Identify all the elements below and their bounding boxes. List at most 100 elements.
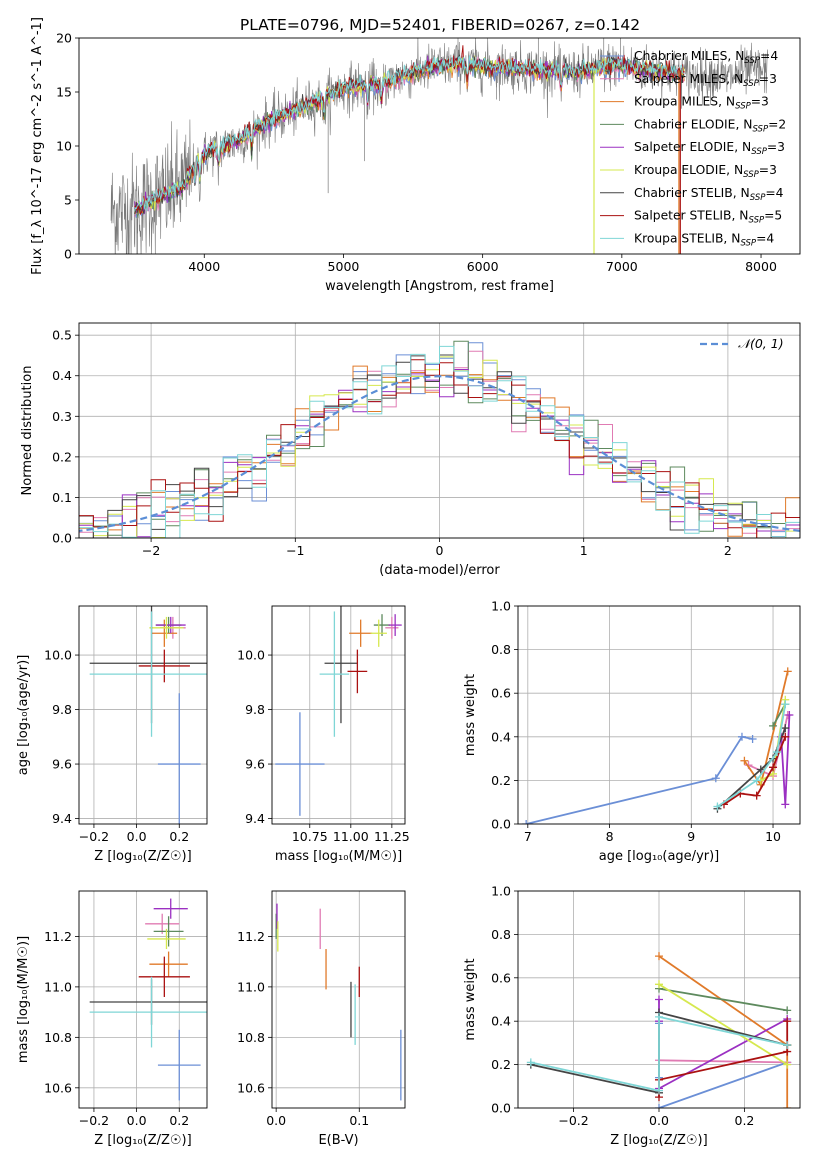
series-marker-kroupa_stelib [655, 1086, 663, 1095]
histogram-salpeter_stelib [79, 359, 800, 538]
y-axis-label: mass [log₁₀(M/M☉)] [16, 936, 31, 1063]
legend-subscript: SSP [740, 238, 756, 248]
axes-frame [517, 890, 801, 1109]
legend-subscript: SSP [743, 170, 759, 180]
legend-text: Salpeter MILES, N [634, 72, 743, 86]
y-tick-label: 9.6 [245, 757, 265, 772]
series-marker-kroupa_stelib [526, 1058, 535, 1067]
series-marker-chabrier_miles [655, 1104, 663, 1108]
y-tick-label: 0.3 [52, 409, 72, 424]
legend-subscript: SSP [750, 193, 766, 203]
series-marker-kroupa_stelib [655, 1012, 663, 1021]
panel-age_vs_mass: 10.75 11.00 11.25 9.4 9.6 9.8 10.0 mass [log₁₀(… [237, 605, 410, 864]
y-tick-label: 0.2 [52, 449, 72, 464]
panel-mass_weight_vs_Z: −0.2 0.0 0.2 0.0 0.2 0.4 0.6 0.8 1.0 Z [log₁₀(Z/Z… [463, 884, 801, 1148]
legend-subscript: SSP [744, 56, 760, 66]
x-tick-label: 0.2 [169, 829, 189, 844]
x-tick-label: 10 [765, 829, 781, 844]
legend-suffix: =4 [765, 186, 783, 200]
x-tick-label: 4000 [188, 259, 220, 274]
series-marker-kroupa_stelib [713, 802, 722, 811]
plot-area [522, 667, 794, 824]
legend-text: Chabrier STELIB, N [634, 186, 750, 200]
series-marker-salpeter_stelib [769, 763, 778, 772]
legend-text: Kroupa STELIB, N [634, 231, 740, 245]
y-axis-label: Flux [f_λ 10^-17 erg cm^-2 s^-1 A^-1] [30, 17, 45, 275]
series-marker-chabrier_miles [522, 820, 531, 824]
x-tick-label: 0.1 [349, 1113, 369, 1128]
y-axis-label: mass weight [463, 674, 478, 756]
y-tick-label: 0.0 [491, 1101, 511, 1116]
series-marker-kroupa_miles [783, 667, 792, 676]
series-line-kroupa_stelib [716, 703, 787, 808]
x-tick-label: 6000 [467, 259, 499, 274]
legend-subscript: SSP [751, 147, 767, 157]
legend-subscript: SSP [743, 79, 759, 89]
legend-label: 𝒩(0, 1) [738, 336, 784, 351]
legend-label: Kroupa ELODIE, NSSP=3 [634, 163, 777, 180]
series-marker-chabrier_miles [737, 732, 746, 741]
x-axis-label: Z [log₁₀(Z/Z☉)] [610, 1133, 707, 1148]
y-tick-label: 10.6 [237, 1080, 265, 1095]
series-line-salpeter_elodie [658, 1018, 788, 1090]
legend-suffix: =4 [756, 231, 774, 245]
y-axis-label: mass weight [463, 958, 478, 1040]
y-tick-label: 0 [64, 247, 72, 262]
series-marker-salpeter_stelib [783, 1017, 792, 1026]
series-marker-chabrier_miles [711, 774, 720, 783]
y-tick-label: 9.8 [245, 702, 265, 717]
y-tick-label: 0.2 [491, 1057, 511, 1072]
series-marker-kroupa_stelib [752, 776, 761, 785]
y-tick-label: 10.0 [44, 648, 72, 663]
y-tick-label: 1.0 [491, 884, 511, 899]
legend-text: Salpeter STELIB, N [634, 209, 749, 223]
y-tick-label: 10.6 [44, 1080, 72, 1095]
y-tick-label: 9.6 [52, 757, 72, 772]
y-tick-label: 0.8 [491, 927, 511, 942]
y-tick-label: 11.0 [237, 979, 265, 994]
plot-area [110, 38, 769, 254]
model-line-kroupa_stelib [134, 55, 685, 212]
y-tick-label: 15 [56, 85, 72, 100]
x-tick-label: 0.2 [735, 1113, 755, 1128]
legend-suffix: =3 [759, 72, 777, 86]
x-tick-label: −0.2 [79, 829, 109, 844]
x-tick-label: 11.00 [333, 829, 369, 844]
spectrum-data-line [110, 38, 769, 254]
x-tick-label: −2 [142, 543, 160, 558]
legend-text: Kroupa ELODIE, N [634, 163, 743, 177]
x-tick-label: 0.0 [127, 1113, 147, 1128]
x-tick-label: −0.2 [558, 1113, 588, 1128]
series-marker-kroupa_stelib [783, 1041, 792, 1050]
series-marker-kroupa_stelib [773, 748, 782, 757]
series-marker-chabrier_elodie [769, 721, 778, 730]
y-tick-label: 0.4 [52, 368, 72, 383]
y-tick-label: 0.4 [491, 1014, 511, 1029]
series-marker-chabrier_elodie [783, 1006, 792, 1015]
y-tick-label: 11.2 [237, 929, 265, 944]
x-axis-label: Z [log₁₀(Z/Z☉)] [94, 1133, 191, 1148]
x-axis-label: Z [log₁₀(Z/Z☉)] [94, 849, 191, 864]
plot-area [275, 903, 402, 1101]
y-axis-label: age [log₁₀(age/yr)] [16, 655, 31, 776]
y-tick-label: 5 [64, 193, 72, 208]
histogram-kroupa_stelib [79, 345, 800, 538]
x-axis-label: E(B-V) [318, 1133, 358, 1148]
plot-area [79, 340, 800, 538]
series-marker-salpeter_stelib [752, 791, 761, 800]
panel-residual_histogram: −2 −1 0 1 2 0.0 0.1 0.2 0.3 0.4 0.5 (data-model)/er… [20, 322, 801, 578]
y-tick-label: 9.4 [245, 811, 265, 826]
legend-text: Kroupa MILES, N [634, 95, 735, 109]
y-tick-label: 10.0 [237, 648, 265, 663]
legend: 𝒩(0, 1) [700, 336, 784, 351]
legend-label: Kroupa MILES, NSSP=3 [634, 95, 769, 112]
y-tick-label: 9.4 [52, 811, 72, 826]
axes-frame [271, 890, 406, 1109]
series-marker-salpeter_elodie [781, 800, 790, 809]
x-tick-label: 9 [687, 829, 695, 844]
plot-area [526, 952, 792, 1108]
y-tick-label: 20 [56, 31, 72, 46]
x-tick-label: 0.0 [266, 1113, 286, 1128]
